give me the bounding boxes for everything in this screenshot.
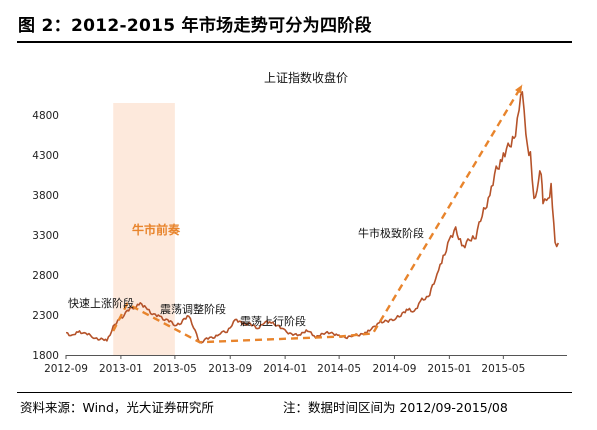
annotation-label: 快速上涨阶段 [68, 296, 134, 310]
annotation-label: 震荡上行阶段 [240, 314, 306, 328]
x-tick-label: 2015-05 [481, 363, 525, 375]
annotation-label: 震荡调整阶段 [160, 302, 226, 316]
x-axis: 2012-09 2013-01 2013-05 2013-09 2014-01 2014-… [44, 355, 567, 375]
y-tick-label: 2800 [32, 270, 59, 282]
y-tick-label: 4300 [32, 150, 59, 162]
y-tick-label: 4800 [32, 110, 59, 122]
bottom-rule [17, 392, 572, 393]
series-line [66, 91, 560, 344]
annotation-label: 牛市前奏 [132, 222, 181, 237]
y-tick-label: 1800 [32, 350, 59, 362]
line-chart: 上证指数收盘价 1800 2300 2800 3300 3800 4300 4800 201… [32, 70, 567, 375]
x-tick-label: 2012-09 [44, 363, 88, 375]
y-tick-label: 2300 [32, 310, 59, 322]
y-tick-label: 3300 [32, 230, 59, 242]
series-layer [66, 91, 560, 344]
annotation-label: 牛市极致阶段 [358, 226, 424, 240]
trend-layer [112, 84, 524, 344]
chart-title: 上证指数收盘价 [264, 70, 348, 85]
y-tick-label: 3800 [32, 190, 59, 202]
figure-title: 图 2：2012-2015 年市场走势可分为四阶段 [18, 16, 372, 36]
x-tick-label: 2014-09 [373, 363, 417, 375]
y-axis: 1800 2300 2800 3300 3800 4300 4800 [32, 110, 59, 362]
trend-dashed-line [112, 84, 524, 344]
x-tick-label: 2013-01 [99, 363, 143, 375]
date-range-note: 注：数据时间区间为 2012/09-2015/08 [283, 400, 508, 415]
x-tick-label: 2015-01 [427, 363, 471, 375]
x-tick-label: 2013-05 [153, 363, 197, 375]
top-rule [17, 41, 572, 43]
x-tick-label: 2013-09 [208, 363, 252, 375]
trend-arrowhead [514, 84, 523, 94]
x-tick-label: 2014-05 [317, 363, 361, 375]
x-tick-label: 2014-01 [263, 363, 307, 375]
source-note: 资料来源：Wind，光大证券研究所 [20, 400, 214, 415]
